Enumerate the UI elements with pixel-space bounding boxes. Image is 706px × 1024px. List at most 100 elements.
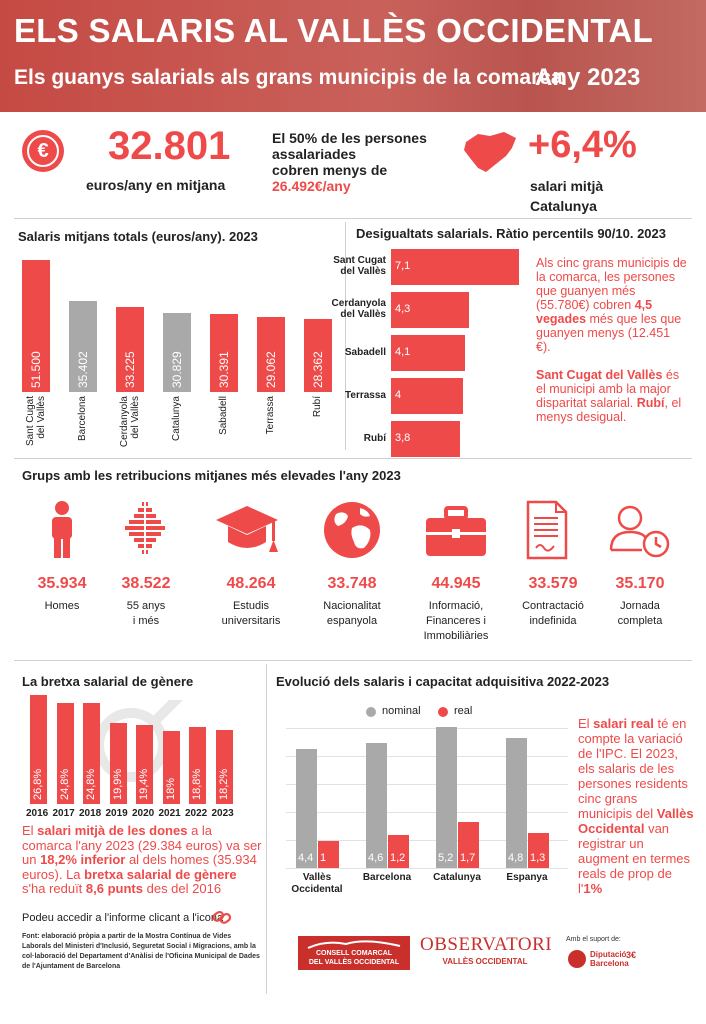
evol-text-bold: Vallès Occidental (578, 806, 694, 836)
divider (14, 660, 692, 661)
consell-logo-text: DEL VALLÈS OCCIDENTAL (308, 959, 400, 966)
evolution-bar-nominal (296, 748, 317, 868)
gridline (286, 784, 568, 785)
diputacio-line: Barcelona (590, 959, 629, 968)
group-value: 35.170 (615, 575, 665, 592)
median-text-line: cobren menys de (272, 162, 388, 178)
mountain-logo-icon (307, 940, 401, 949)
source-note: Font: elaboració pròpia a partir de la M… (22, 933, 260, 970)
salary-bar-value: 35.402 (76, 351, 90, 388)
group-label: 55 anys i més (126, 600, 166, 627)
evolution-title: Evolució dels salaris i capacitat adquis… (276, 674, 610, 689)
group-value: 33.748 (327, 575, 377, 592)
header-banner: ELS SALARIS AL VALLÈS OCCIDENTAL Els gua… (0, 0, 706, 112)
growth-label: salari mitjà Catalunya (530, 176, 603, 216)
legend-nominal-dot (366, 707, 376, 717)
gap-text-bold: bretxa salarial de gènere (84, 866, 237, 882)
year-label: Any 2023 (535, 64, 641, 91)
inequality-bar: 4,1 (391, 335, 465, 371)
gender-gap-value: 19,4% (138, 768, 150, 800)
person-icon (52, 501, 72, 558)
inequality-bar-value: 4,3 (395, 303, 411, 315)
gender-gap-bar (136, 724, 153, 804)
salary-category-label: Sabadell (218, 396, 229, 435)
group-label: Contractació indefinida (522, 600, 584, 627)
evolution-bar-nominal (436, 727, 457, 868)
catalonia-map-icon (464, 132, 516, 172)
inequality-bar: 7,1 (391, 249, 519, 285)
gridline (286, 840, 568, 841)
median-text-line: assalariades (272, 146, 357, 162)
growth-label-line: salari mitjà (530, 178, 604, 194)
salary-bar (163, 312, 191, 392)
ineq-text-part: Als cinc grans municipis de la comarca, … (536, 256, 687, 312)
gap-text-bold: 8,6 punts (85, 881, 143, 896)
legend-real-dot (438, 707, 448, 717)
divider (14, 218, 692, 219)
inequality-bar: 4,3 (391, 292, 469, 328)
evolution-bar-real (388, 835, 409, 868)
salary-bar-value: 51.500 (29, 351, 43, 388)
evolution-category-label: Espanya (506, 872, 548, 883)
observatori-logo-subtext: VALLÈS OCCIDENTAL (442, 957, 528, 966)
group-item: 35.934 Homes (12, 575, 112, 614)
report-link-text: Podeu accedir a l'informe clicant a l'ic… (22, 912, 224, 924)
salary-bar (116, 306, 144, 392)
salary-bar-value: 30.829 (170, 351, 184, 388)
salary-bar-value: 30.391 (217, 351, 231, 388)
salary-category-label: Cerdanyola del Vallès (119, 396, 141, 448)
gap-text-bold: 18,2% inferior (40, 852, 126, 867)
link-icon[interactable] (212, 908, 232, 926)
group-value: 33.579 (528, 575, 578, 592)
inequality-bar-value: 7,1 (395, 260, 411, 272)
evolution-bar-real (458, 821, 479, 868)
group-item: 48.264 Estudis universitaris (201, 575, 301, 629)
ineq-text-bold: Rubí (636, 396, 665, 410)
avg-salary-value: 32.801 (108, 124, 231, 168)
gender-gap-value: 24,8% (58, 768, 71, 800)
group-label: Estudis universitaris (221, 600, 281, 627)
euro-coin-icon: € (22, 130, 64, 172)
group-label: Jornada completa (617, 600, 663, 627)
salary-bar (304, 319, 332, 392)
gender-gap-bar (189, 727, 206, 804)
evol-text-bold: salari real (593, 716, 654, 731)
growth-label-line: Catalunya (530, 198, 597, 214)
group-item: 33.748 Nacionalitat espanyola (302, 575, 402, 629)
evolution-bar-nominal (506, 737, 527, 868)
gender-gap-year: 2016 (26, 808, 49, 819)
groups-title: Grups amb les retribucions mitjanes més … (22, 468, 401, 483)
observatori-logo-text: OBSERVATORI (420, 934, 553, 955)
salary-bar (22, 259, 50, 392)
divider (345, 222, 346, 450)
gender-gap-bar (215, 729, 233, 804)
page-subtitle: Els guanys salarials als grans municipis… (14, 66, 563, 89)
salary-bar-value: 29.062 (264, 351, 278, 388)
evolution-category-label: Vallès Occidental (291, 872, 343, 895)
gender-gap-value: 18,8% (191, 768, 203, 800)
gender-gap-year: 2020 (132, 808, 155, 819)
inequality-category-label: Sabadell (344, 347, 386, 358)
graduation-cap-icon (216, 506, 278, 552)
gridline (286, 812, 568, 813)
contract-icon (526, 500, 568, 560)
gender-gap-year: 2019 (105, 808, 128, 819)
inequality-text: Als cinc grans municipis de la comarca, … (536, 256, 688, 424)
salary-bar-value: 33.225 (123, 351, 137, 388)
user-clock-icon (609, 505, 670, 558)
ineq-text-part: més que les que guanyen menys (12.451 €)… (536, 312, 682, 354)
gap-text-part: a la comarca l'any 2023 (29.384 euros) v… (22, 823, 262, 867)
generalitat-logo-icon: 3€ (626, 950, 637, 960)
gender-gap-value: 18% (164, 777, 177, 800)
salary-category-label: Barcelona (77, 396, 88, 442)
group-value: 48.264 (226, 575, 276, 592)
gender-gap-year: 2018 (79, 808, 102, 819)
gender-gap-text: El salari mitjà de les dones a la comarc… (22, 823, 262, 897)
gender-gap-bar (30, 694, 47, 804)
diputacio-line: Diputació (590, 950, 627, 959)
ineq-text-part: és el municipi amb la major disparitat s… (536, 368, 680, 410)
evolution-text: El salari real té en compte la variació … (578, 716, 694, 896)
diputacio-logo-text: Diputació Barcelona (590, 950, 629, 968)
group-label: Nacionalitat espanyola (323, 600, 381, 627)
avg-salary-label: euros/any en mitjana (86, 177, 226, 193)
